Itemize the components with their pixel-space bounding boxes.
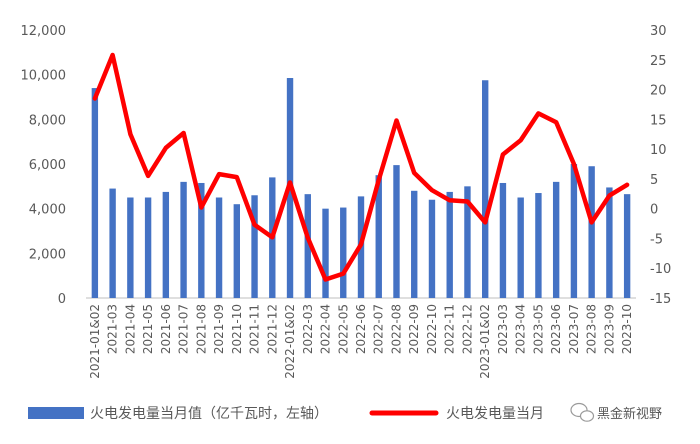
watermark-text: 黑金新视野 (597, 406, 662, 422)
x-tick-label: 2021-07 (177, 304, 191, 354)
right-tick-label: 0 (650, 203, 658, 218)
bar (499, 182, 507, 298)
bar (322, 208, 329, 298)
bar (623, 194, 631, 298)
x-tick-label: 2021-03 (106, 304, 120, 354)
left-tick-label: 0 (58, 292, 66, 307)
bar (215, 197, 223, 298)
x-tick-label: 2022-05 (336, 304, 350, 354)
bar (482, 80, 489, 298)
right-tick-label: 25 (650, 54, 667, 69)
legend-line-label: 火电发电量当月 (446, 406, 544, 422)
watermark: 黑金新视野 (570, 402, 662, 422)
x-tick-label: 2023-09 (602, 304, 616, 354)
x-tick-label: 2021-04 (123, 304, 137, 354)
x-tick-label: 2023-05 (531, 304, 545, 354)
x-tick-label: 2022-04 (319, 304, 333, 354)
right-tick-label: 20 (650, 84, 667, 99)
x-tick-label: 2021-11 (248, 304, 262, 354)
bar (428, 199, 436, 298)
x-tick-label: 2023-10 (620, 304, 634, 354)
left-tick-label: 8,000 (29, 113, 66, 128)
bar (375, 175, 382, 298)
left-tick-label: 10,000 (21, 69, 67, 84)
x-tick-label: 2022-09 (407, 304, 421, 354)
right-tick-label: 5 (650, 173, 658, 188)
x-tick-label: 2021-01&02 (88, 304, 102, 379)
left-tick-label: 2,000 (29, 247, 66, 262)
bar (91, 88, 99, 298)
bar (517, 197, 524, 298)
bar (340, 207, 347, 298)
right-tick-label: -10 (650, 262, 671, 277)
bar (446, 191, 453, 298)
x-tick-label: 2022-01&02 (283, 304, 297, 379)
x-tick-label: 2023-06 (549, 304, 563, 354)
x-axis: 2021-01&02 2021-03 2021-04 2021-05 2021-06 20… (88, 304, 634, 379)
right-axis: -15 -10 -5 0 5 10 15 20 25 30 (650, 24, 671, 307)
x-tick-label: 2023-08 (585, 304, 599, 354)
x-tick-label: 2022-12 (460, 304, 474, 354)
right-tick-label: -15 (650, 292, 671, 307)
line-series (92, 52, 630, 282)
x-tick-label: 2022-03 (301, 304, 315, 354)
wechat-logo-icon (570, 402, 595, 422)
x-tick-label: 2022-07 (372, 304, 386, 354)
x-tick-label: 2021-10 (230, 304, 244, 354)
x-tick-label: 2023-03 (496, 304, 510, 354)
legend: 火电发电量当月值（亿千瓦时，左轴） 火电发电量当月 (28, 406, 544, 422)
x-tick-label: 2022-06 (354, 304, 368, 354)
bar (180, 181, 187, 298)
bar (144, 197, 152, 298)
left-tick-label: 6,000 (29, 158, 66, 173)
x-tick-label: 2022-10 (425, 304, 439, 354)
bar (304, 194, 311, 298)
x-tick-label: 2023-07 (567, 304, 581, 354)
bar (570, 164, 578, 298)
left-tick-label: 4,000 (29, 203, 66, 218)
bar (552, 181, 560, 298)
bar (411, 190, 418, 298)
right-tick-label: 30 (650, 24, 667, 39)
left-axis: 0 2,000 4,000 6,000 8,000 10,000 12,000 (21, 24, 67, 307)
bar (606, 187, 613, 298)
x-tick-label: 2022-08 (389, 304, 403, 354)
right-tick-label: 15 (650, 113, 667, 128)
bar (393, 165, 400, 298)
x-tick-label: 2021-12 (265, 304, 279, 354)
right-tick-label: 10 (650, 143, 667, 158)
x-tick-label: 2022-11 (443, 304, 457, 354)
bar (233, 204, 240, 298)
bar (464, 186, 471, 298)
bar (588, 166, 595, 298)
x-tick-label: 2023-04 (514, 304, 528, 354)
x-tick-label: 2021-08 (194, 304, 208, 354)
legend-bar-swatch (28, 407, 84, 419)
right-tick-label: -5 (650, 232, 663, 247)
x-tick-label: 2021-06 (159, 304, 173, 354)
bar (251, 195, 258, 298)
legend-bar-label: 火电发电量当月值（亿千瓦时，左轴） (90, 406, 328, 422)
bar (127, 197, 134, 298)
x-tick-label: 2023-01&02 (478, 304, 492, 379)
left-tick-label: 12,000 (21, 24, 67, 39)
bar-series (91, 78, 631, 299)
bar (535, 193, 542, 298)
x-tick-label: 2021-09 (212, 304, 226, 354)
bar (198, 182, 205, 298)
x-tick-label: 2021-05 (141, 304, 155, 354)
bar (162, 191, 170, 298)
bar (109, 188, 116, 298)
